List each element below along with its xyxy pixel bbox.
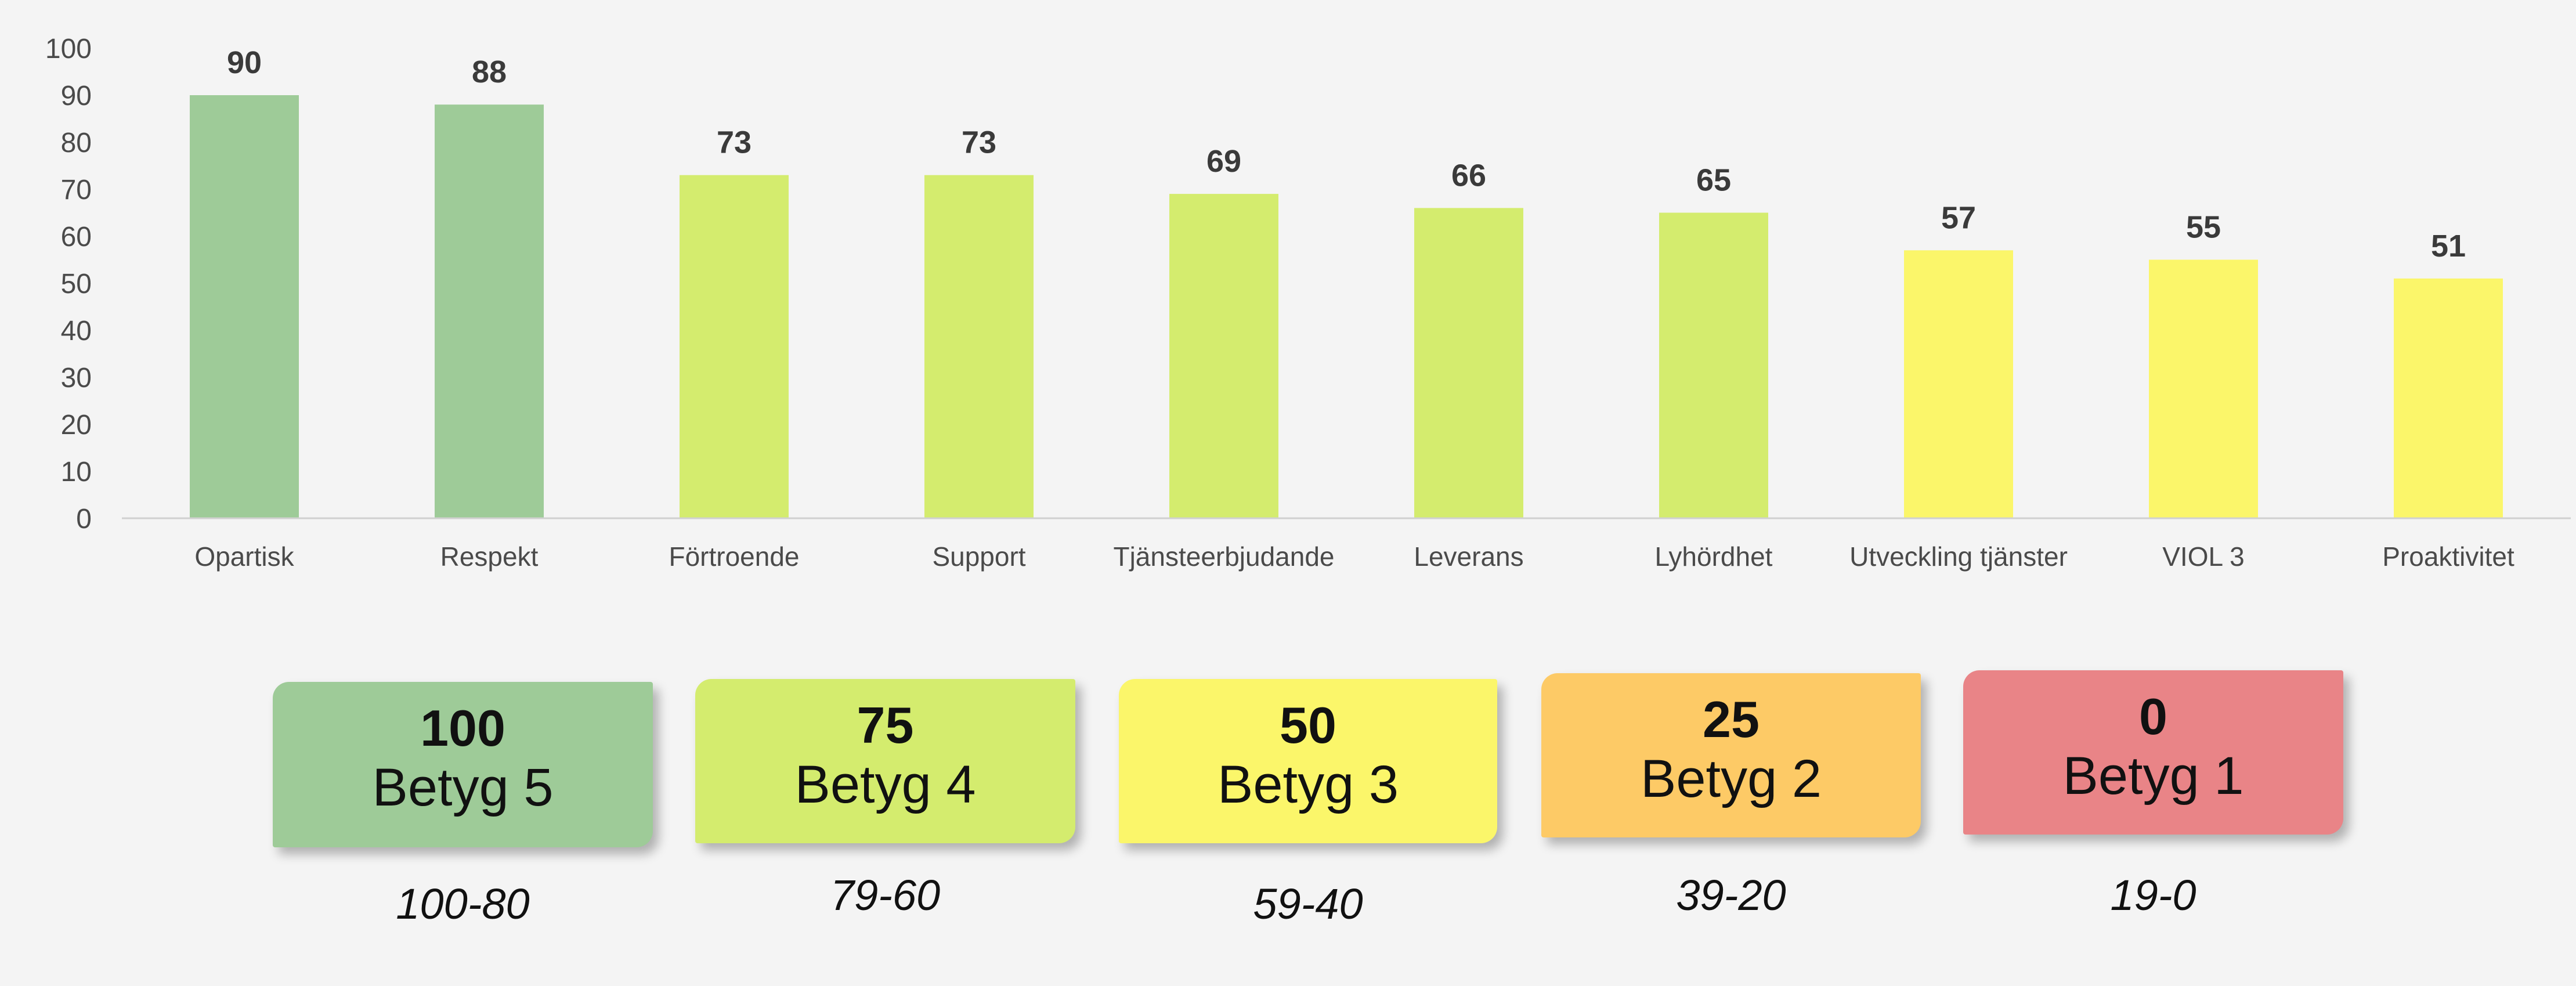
data-label: 90 [227,45,262,80]
y-tick-label: 40 [61,316,92,346]
data-label: 55 [2186,210,2221,245]
x-tick-label: Förtroende [669,541,799,572]
data-label: 51 [2431,229,2466,263]
y-tick-label: 30 [61,363,92,393]
data-label: 66 [1451,158,1486,193]
x-tick-label: Tjänsteerbjudande [1113,541,1334,572]
legend-range: 79-60 [830,871,941,919]
legend-score: 75 [857,696,914,754]
x-tick-label: Lyhördhet [1655,541,1773,572]
legend-label: Betyg 4 [794,755,976,814]
legend-score: 0 [2139,688,2167,745]
y-tick-label: 50 [61,269,92,299]
legend-range: 19-0 [2110,871,2196,919]
y-tick-label: 80 [61,128,92,158]
legend-box-betyg-2: 25 Betyg 2 [1541,673,1921,837]
bar [1904,250,2013,518]
x-tick-label: VIOL 3 [2162,541,2244,572]
y-axis: 0 10 20 30 40 50 60 70 80 90 100 [45,34,92,534]
data-label: 57 [1941,200,1976,235]
y-tick-label: 90 [61,81,92,111]
y-tick-label: 10 [61,457,92,487]
legend-box-betyg-1: 0 Betyg 1 [1963,670,2343,835]
legend-label: Betyg 5 [372,758,554,817]
bar [680,175,789,518]
legend-range: 100-80 [396,880,530,928]
value-labels: 90 88 73 73 69 66 65 57 55 51 [227,45,2466,263]
legend-label: Betyg 3 [1217,755,1399,814]
legend-score: 50 [1280,696,1336,754]
data-label: 88 [472,55,507,89]
y-tick-label: 60 [61,222,92,252]
legend-range: 39-20 [1676,871,1786,919]
bar-series [190,95,2503,519]
data-label: 73 [962,125,996,160]
bar [190,95,299,518]
y-tick-label: 0 [76,504,92,534]
x-tick-label: Support [932,541,1025,572]
legend-box-betyg-3: 50 Betyg 3 [1119,679,1497,843]
x-tick-label: Opartisk [194,541,294,572]
bar [2149,259,2258,518]
legend-label: Betyg 2 [1641,749,1822,808]
legend-label: Betyg 1 [2062,746,2244,806]
bar [1414,208,1523,518]
legend-score: 100 [420,699,505,757]
bar [1659,212,1768,518]
x-tick-label: Leverans [1414,541,1523,572]
x-tick-label: Respekt [440,541,539,572]
legend-range: 59-40 [1253,880,1363,928]
legend-score: 25 [1703,691,1760,748]
y-tick-label: 70 [61,175,92,205]
data-label: 65 [1696,163,1731,198]
bar [2394,278,2503,518]
legend-box-betyg-4: 75 Betyg 4 [695,679,1075,843]
x-axis: Opartisk Respekt Förtroende Support Tjänstee… [122,517,2571,572]
bar [924,175,1034,518]
data-label: 69 [1206,144,1241,179]
x-tick-label: Proaktivitet [2382,541,2514,572]
x-tick-label: Utveckling tjänster [1849,541,2068,572]
legend-box-betyg-5: 100 Betyg 5 [273,682,653,847]
bar [435,104,544,518]
bar [1169,194,1278,519]
data-label: 73 [717,125,752,160]
y-tick-label: 20 [61,410,92,440]
bar-chart: 0 10 20 30 40 50 60 70 80 90 100 90 88 73 73 69 66 65 57 5… [45,34,2571,572]
y-tick-label: 100 [45,34,92,64]
